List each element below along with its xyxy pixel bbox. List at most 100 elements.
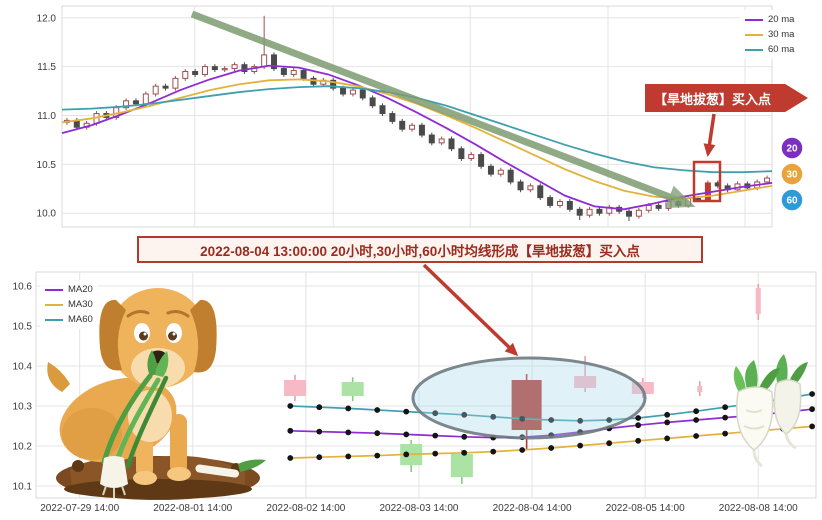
ma-point-marker <box>722 414 729 421</box>
legend-item-20ma[interactable]: 20 ma <box>745 13 794 26</box>
ma-point-marker <box>693 417 700 423</box>
candle <box>645 204 652 211</box>
candle <box>379 105 386 115</box>
ma-point-marker <box>432 432 439 439</box>
candle <box>511 380 542 430</box>
signal-zone-ellipse <box>411 356 647 440</box>
svg-text:20: 20 <box>786 144 798 155</box>
y-tick-label: 10.5 <box>13 322 33 333</box>
candle <box>349 89 356 95</box>
legend-item-ma20[interactable]: MA20 <box>45 283 93 296</box>
ma-point-marker <box>432 410 439 417</box>
legend-label-60ma: 60 ma <box>768 44 795 55</box>
candle <box>172 77 179 89</box>
ma-point-marker <box>693 408 700 415</box>
ma30-line-swatch <box>745 33 763 36</box>
ma-point-marker <box>316 454 323 461</box>
buy-signal-highlight <box>692 113 722 203</box>
y-tick-label: 10.1 <box>13 482 33 493</box>
candle <box>438 138 445 144</box>
candle <box>283 380 306 396</box>
candle <box>399 120 406 130</box>
candle <box>123 100 130 109</box>
candle <box>537 185 544 199</box>
legend-label-ma60: MA60 <box>68 314 93 325</box>
ma60-line-swatch <box>45 318 63 321</box>
ma-point-marker <box>635 437 642 444</box>
legend-item-30ma[interactable]: 30 ma <box>745 28 794 41</box>
ma-point-marker <box>722 430 729 437</box>
ma-point-marker <box>490 413 497 420</box>
candle <box>626 210 633 217</box>
ma-point-marker <box>374 430 381 437</box>
ma-point-marker <box>635 422 642 429</box>
y-tick-label: 10.4 <box>13 362 33 373</box>
signal-arrow-down <box>703 113 716 157</box>
candle <box>755 288 761 314</box>
buy-signal-callout: 【旱地拔葱】买入点 <box>645 84 808 112</box>
candle <box>586 208 593 216</box>
candle <box>497 169 504 175</box>
candle <box>458 148 465 160</box>
ma-point-marker <box>287 403 294 409</box>
candle <box>341 382 364 396</box>
legend-item-60ma[interactable]: 60 ma <box>745 43 794 56</box>
ma-badge-20: 20 <box>780 136 804 160</box>
bottom-chart-axes: 10.6 10.5 10.4 10.3 10.2 10.1 2022-07-29 14:00… <box>13 282 799 515</box>
top-chart-y-axis: 12.0 11.5 11.0 10.5 10.0 <box>37 13 57 219</box>
ma20-line-swatch <box>45 288 63 291</box>
x-tick-label: 2022-08-01 14:00 <box>153 503 232 514</box>
ma-point-marker <box>316 404 323 411</box>
ma-point-marker <box>693 433 700 439</box>
ma-point-marker <box>722 404 729 411</box>
ma60-line-swatch <box>745 48 763 51</box>
legend-label-20ma: 20 ma <box>768 14 795 25</box>
candle <box>221 68 228 71</box>
ma-point-marker <box>461 433 468 440</box>
ma-point-marker <box>548 417 555 423</box>
ma-point-marker <box>809 391 815 397</box>
candle <box>340 87 347 95</box>
candle <box>574 376 597 388</box>
ma20-line-swatch <box>745 18 763 21</box>
ma-point-marker <box>403 408 410 415</box>
legend-item-ma30[interactable]: MA30 <box>45 298 93 311</box>
ma-point-marker <box>809 423 815 430</box>
candle <box>271 54 278 70</box>
legend-item-ma60[interactable]: MA60 <box>45 313 93 326</box>
candle <box>428 134 435 144</box>
ma-point-marker <box>403 431 410 438</box>
candle <box>697 386 703 392</box>
ma-point-marker <box>664 419 671 426</box>
candle <box>369 97 376 107</box>
dog-illustration <box>47 288 266 500</box>
ma-point-marker <box>490 448 497 455</box>
y-tick-label: 11.5 <box>37 62 56 73</box>
candle <box>635 209 642 217</box>
y-tick-label: 12.0 <box>37 13 57 24</box>
x-tick-label: 2022-08-04 14:00 <box>493 503 572 514</box>
annotation-arrow <box>422 263 519 357</box>
ma-point-marker <box>519 447 526 453</box>
ma-point-marker <box>664 435 671 442</box>
ma-point-marker <box>548 445 555 451</box>
y-tick-label: 10.0 <box>37 209 57 220</box>
ma-point-marker <box>287 427 294 434</box>
ma-badge-60: 60 <box>780 188 804 212</box>
candle <box>418 124 425 136</box>
ma-point-marker <box>809 406 815 413</box>
candle <box>547 197 554 206</box>
svg-text:60: 60 <box>786 196 798 207</box>
ma-point-marker <box>345 429 352 436</box>
candle <box>132 100 139 105</box>
candle <box>527 185 534 191</box>
ma-point-marker <box>606 417 613 423</box>
ma-point-marker <box>374 452 381 459</box>
callout-text: 【旱地拔葱】买入点 <box>654 91 772 107</box>
candle <box>556 201 563 206</box>
ma-point-marker <box>635 415 642 421</box>
downtrend-arrow <box>190 10 696 209</box>
ma-point-marker <box>577 442 584 449</box>
